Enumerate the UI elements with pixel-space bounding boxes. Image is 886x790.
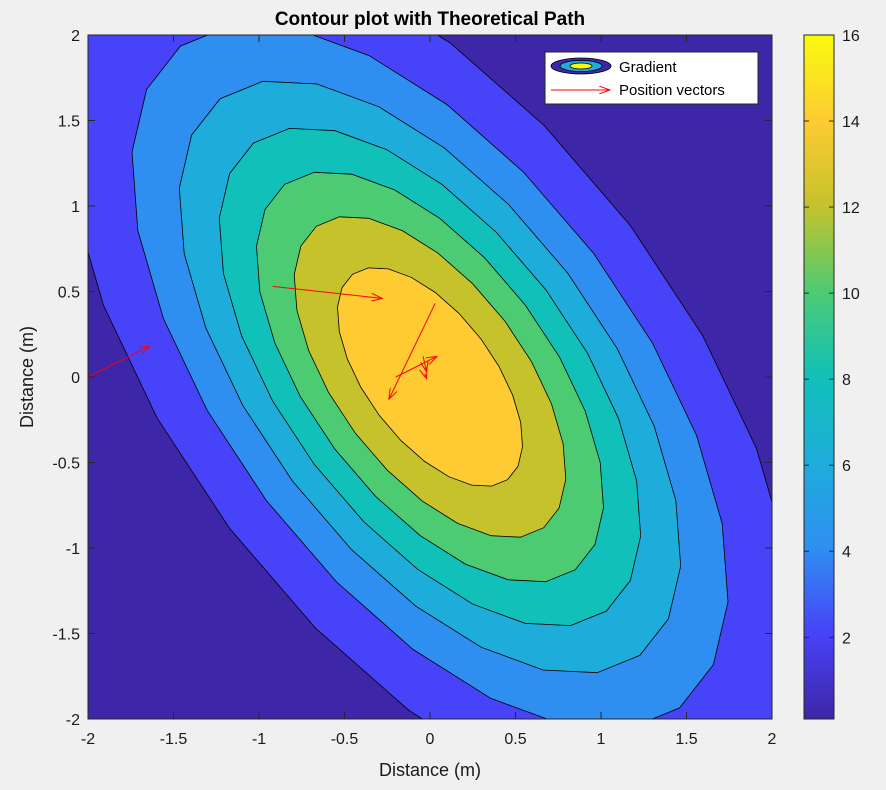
position-vectors (88, 285, 437, 399)
x-tick-label: 1 (597, 731, 606, 748)
colorbar-tick-label: 6 (842, 458, 851, 475)
y-tick-label: 0 (71, 370, 80, 387)
legend-label-gradient: Gradient (619, 59, 677, 76)
colorbar-tick-label: 10 (842, 286, 860, 303)
y-tick-label: -0.5 (52, 456, 80, 473)
colorbar-tick-label: 16 (842, 28, 860, 45)
y-tick-label: -1 (66, 541, 80, 558)
colorbar: 2 4 6 8 10 12 14 16 (803, 28, 860, 720)
colorbar-tick-label: 8 (842, 372, 851, 389)
gradient-legend-icon (550, 57, 612, 75)
x-tick-label: -2 (81, 731, 95, 748)
y-tick-label: 0.5 (58, 285, 80, 302)
colorbar-tick-label: 2 (842, 630, 851, 647)
y-tick-label: 1.5 (58, 114, 80, 131)
plot-area: -2 -1.5 -1 -0.5 0 0.5 1 1.5 2 -2 -1.5 -1 -0.5 0 0.5 1 1… (52, 28, 777, 748)
position-vector-0 (88, 346, 150, 378)
y-tick-label: 2 (71, 28, 80, 45)
colorbar-tick-label: 4 (842, 544, 851, 561)
position-vector-5 (425, 374, 427, 379)
x-tick-label: -1 (252, 731, 266, 748)
x-axis-label: Distance (m) (379, 760, 481, 780)
x-tick-label: -1.5 (160, 731, 188, 748)
contour-fills (88, 35, 772, 719)
colorbar-ticks: 2 4 6 8 10 12 14 16 (804, 28, 860, 647)
legend-label-position-vectors: Position vectors (619, 82, 725, 99)
chart-title: Contour plot with Theoretical Path (275, 9, 585, 30)
x-tick-label: 0.5 (504, 731, 526, 748)
legend: Gradient Position vectors (544, 51, 759, 105)
x-axis: -2 -1.5 -1 -0.5 0 0.5 1 1.5 2 (81, 35, 777, 748)
y-axis-label: Distance (m) (17, 326, 37, 428)
x-tick-label: -0.5 (331, 731, 359, 748)
position-vector-2 (389, 303, 436, 399)
colorbar-gradient (803, 34, 835, 720)
position-vector-1 (272, 285, 382, 298)
y-tick-label: 1 (71, 199, 80, 216)
contour-level-14 (337, 267, 523, 487)
colorbar-tick-label: 12 (842, 200, 860, 217)
position-vector-3 (395, 356, 437, 378)
colorbar-tick-label: 14 (842, 114, 860, 131)
y-tick-label: -2 (66, 712, 80, 729)
x-tick-label: 0 (426, 731, 435, 748)
y-tick-label: -1.5 (52, 627, 80, 644)
y-axis: -2 -1.5 -1 -0.5 0 0.5 1 1.5 2 (52, 28, 772, 729)
x-tick-label: 1.5 (675, 731, 697, 748)
x-tick-label: 2 (768, 731, 777, 748)
